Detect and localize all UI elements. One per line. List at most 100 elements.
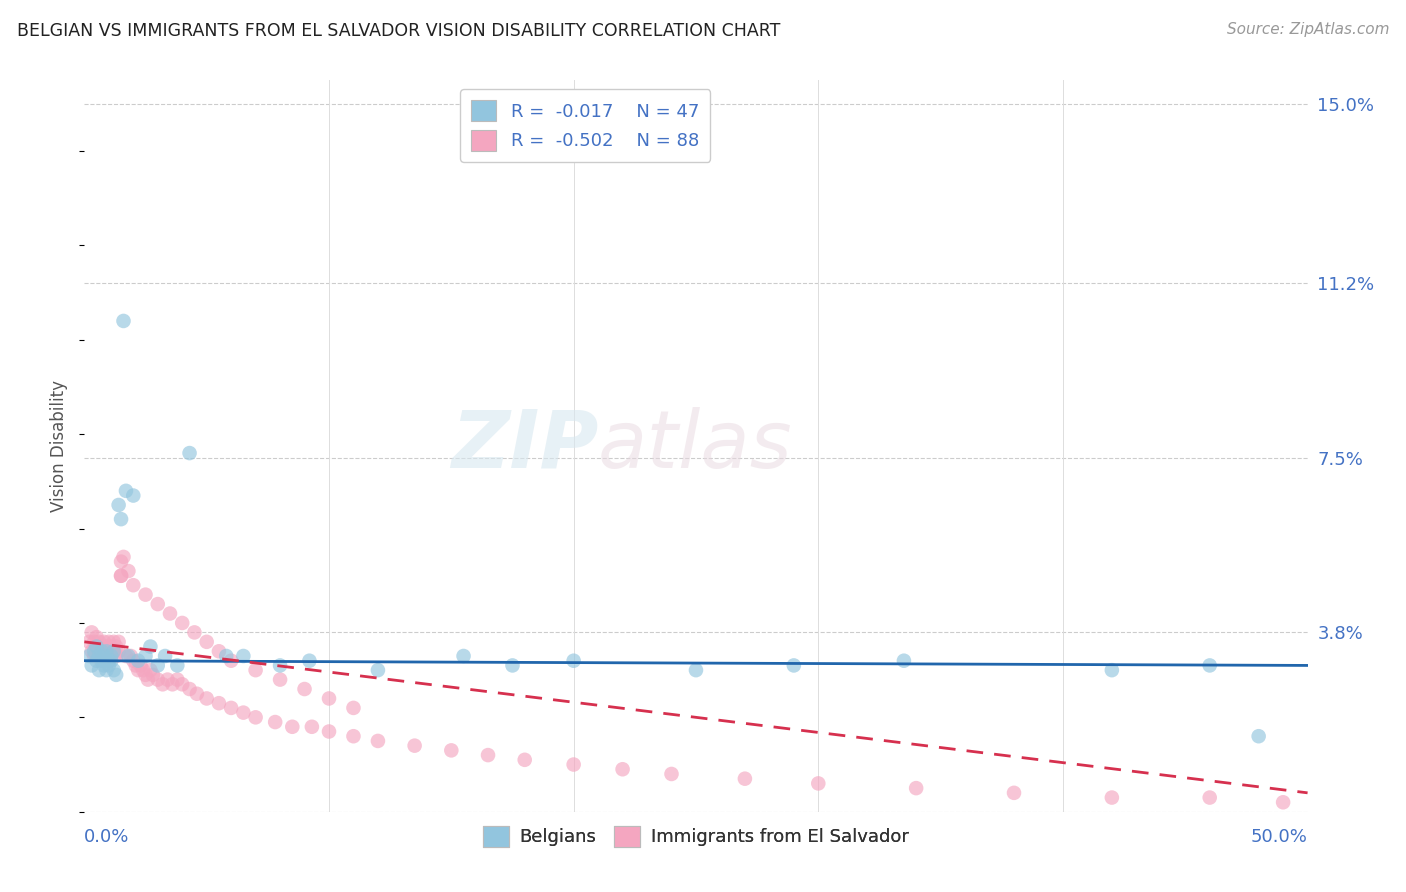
Text: 50.0%: 50.0%: [1251, 828, 1308, 846]
Point: [96, 663, 118, 677]
Point: [80, 644, 103, 658]
Point: [215, 648, 238, 663]
Point: [115, 483, 138, 498]
Point: [132, 663, 155, 677]
Point: [122, 654, 145, 668]
Point: [1198, 658, 1220, 673]
Point: [1247, 729, 1270, 743]
Point: [110, 555, 132, 569]
Point: [87, 663, 110, 677]
Point: [146, 658, 169, 673]
Point: [146, 673, 169, 687]
Point: [97, 654, 120, 668]
Point: [100, 654, 122, 668]
Point: [129, 658, 152, 673]
Point: [183, 625, 205, 640]
Point: [179, 681, 201, 696]
Point: [83, 635, 105, 649]
Point: [513, 753, 536, 767]
Point: [1198, 790, 1220, 805]
Point: [208, 696, 231, 710]
Point: [103, 635, 125, 649]
Point: [93, 635, 115, 649]
Point: [562, 654, 585, 668]
Point: [139, 640, 162, 654]
Point: [269, 658, 291, 673]
Point: [122, 489, 145, 503]
Point: [294, 681, 316, 696]
Point: [117, 564, 139, 578]
Point: [159, 607, 181, 621]
Point: [90, 654, 112, 668]
Point: [1002, 786, 1025, 800]
Point: [110, 512, 132, 526]
Point: [245, 710, 267, 724]
Point: [342, 729, 364, 743]
Point: [166, 673, 188, 687]
Point: [281, 720, 304, 734]
Point: [96, 648, 118, 663]
Point: [86, 640, 108, 654]
Point: [115, 648, 138, 663]
Point: [172, 615, 194, 630]
Point: [90, 644, 112, 658]
Point: [86, 630, 108, 644]
Point: [103, 644, 125, 658]
Text: ZIP: ZIP: [451, 407, 598, 485]
Point: [87, 644, 110, 658]
Point: [93, 648, 115, 663]
Point: [318, 691, 340, 706]
Point: [245, 663, 267, 677]
Point: [172, 677, 194, 691]
Point: [477, 748, 499, 763]
Point: [93, 644, 115, 658]
Point: [100, 648, 122, 663]
Point: [453, 648, 475, 663]
Point: [77, 648, 100, 663]
Point: [110, 568, 132, 582]
Point: [110, 568, 132, 582]
Point: [208, 644, 231, 658]
Point: [502, 658, 524, 673]
Point: [97, 658, 120, 673]
Point: [166, 658, 188, 673]
Point: [80, 625, 103, 640]
Point: [807, 776, 830, 790]
Point: [1101, 790, 1123, 805]
Point: [219, 654, 242, 668]
Point: [142, 668, 165, 682]
Point: [232, 648, 254, 663]
Point: [264, 714, 287, 729]
Point: [661, 767, 683, 781]
Point: [156, 673, 179, 687]
Point: [186, 687, 208, 701]
Point: [125, 658, 148, 673]
Point: [86, 654, 108, 668]
Point: [734, 772, 756, 786]
Point: [135, 668, 157, 682]
Y-axis label: Vision Disability: Vision Disability: [51, 380, 69, 512]
Point: [219, 701, 242, 715]
Point: [404, 739, 426, 753]
Point: [87, 648, 110, 663]
Point: [120, 648, 142, 663]
Point: [105, 668, 128, 682]
Text: 0.0%: 0.0%: [84, 828, 129, 846]
Point: [135, 588, 157, 602]
Point: [105, 640, 128, 654]
Point: [96, 644, 118, 658]
Point: [80, 658, 103, 673]
Point: [139, 663, 162, 677]
Point: [97, 644, 120, 658]
Point: [905, 781, 928, 796]
Point: [783, 658, 806, 673]
Point: [112, 549, 135, 564]
Point: [318, 724, 340, 739]
Point: [103, 663, 125, 677]
Point: [100, 640, 122, 654]
Point: [96, 640, 118, 654]
Legend: Belgians, Immigrants from El Salvador: Belgians, Immigrants from El Salvador: [477, 819, 915, 854]
Text: BELGIAN VS IMMIGRANTS FROM EL SALVADOR VISION DISABILITY CORRELATION CHART: BELGIAN VS IMMIGRANTS FROM EL SALVADOR V…: [17, 22, 780, 40]
Point: [122, 578, 145, 592]
Point: [103, 644, 125, 658]
